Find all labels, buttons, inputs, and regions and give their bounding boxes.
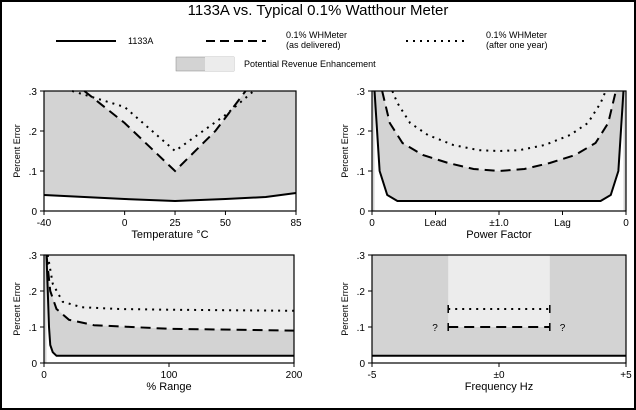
chart2-dot-line xyxy=(391,90,607,153)
chart1-x-axis-title: Temperature °C xyxy=(131,229,208,241)
chart3-x-tick-label: 100 xyxy=(161,370,178,381)
chart-title: 1133A vs. Typical 0.1% Watthour Meter xyxy=(187,2,449,19)
chart1-dot-line xyxy=(71,90,255,153)
chart1-y-tick-label: .3 xyxy=(29,87,38,98)
chart4-y-axis-title: Percent Error xyxy=(340,282,350,336)
chart2-dash-line xyxy=(381,90,617,173)
chart1-x-tick-label: -40 xyxy=(37,218,52,229)
chart1-y-axis-title: Percent Error xyxy=(12,124,22,178)
chart4-question-mark-right: ? xyxy=(560,323,566,334)
chart4-x-tick-label: +5 xyxy=(620,370,632,381)
chart2-y-tick-label: .1 xyxy=(357,167,366,178)
legend-solid-label: 1133A xyxy=(128,36,153,46)
chart3-y-tick-label: 0 xyxy=(31,359,37,370)
chart3-light-region xyxy=(46,255,294,331)
chart4-white-region xyxy=(372,355,626,363)
chart2-y-tick-label: 0 xyxy=(359,207,365,218)
chart2-x-tick-label: 0 xyxy=(623,218,629,229)
chart1-x-tick-label: 0 xyxy=(122,218,128,229)
chart1-plot-frame xyxy=(43,90,297,212)
chart4-y-tick-label: .2 xyxy=(357,287,366,298)
legend-band-swatch-light xyxy=(205,57,234,71)
chart4-question-mark-left: ? xyxy=(432,323,438,334)
legend-band-label: Potential Revenue Enhancement xyxy=(244,59,376,69)
chart2-y-axis-title: Percent Error xyxy=(340,124,350,178)
legend-dash-label-1: 0.1% WHMeter xyxy=(286,30,347,40)
legend: 1133A 0.1% WHMeter (as delivered) 0.1% W… xyxy=(56,30,548,72)
chart2-x-tick-label: Lag xyxy=(554,218,571,229)
chart1-x-tick-label: 25 xyxy=(169,218,181,229)
chart2-x-tick-label: ±1.0 xyxy=(489,218,509,229)
chart1-y-tick-label: .2 xyxy=(29,127,38,138)
chart2-x-axis-title: Power Factor xyxy=(466,229,532,241)
legend-dot-label-2: (after one year) xyxy=(486,40,548,50)
chart1-solid-line xyxy=(43,192,297,203)
chart2-x-tick-label: Lead xyxy=(424,218,446,229)
chart3-dot-line xyxy=(46,254,295,312)
chart3-x-tick-label: 0 xyxy=(41,370,47,381)
chart4-y-tick-label: .1 xyxy=(357,323,366,334)
chart3-y-tick-label: .1 xyxy=(29,323,38,334)
chart3-y-tick-label: .2 xyxy=(29,287,38,298)
chart4-x-tick-label: -5 xyxy=(368,370,377,381)
chart4-x-axis-title: Frequency Hz xyxy=(465,381,533,393)
legend-dot-label-1: 0.1% WHMeter xyxy=(486,30,547,40)
chart4-light-region xyxy=(448,255,550,327)
chart1-white-region xyxy=(44,193,296,211)
chart4-y-tick-label: 0 xyxy=(359,359,365,370)
chart1-y-tick-label: .1 xyxy=(29,167,38,178)
chart3-y-axis-title: Percent Error xyxy=(12,282,22,336)
chart2-y-tick-label: .2 xyxy=(357,127,366,138)
chart2-y-tick-label: .3 xyxy=(357,87,366,98)
chart2-solid-line xyxy=(373,90,625,202)
chart2-light-region xyxy=(382,91,616,171)
chart1-y-tick-label: 0 xyxy=(31,207,37,218)
chart3-dash-line xyxy=(45,254,295,332)
chart2-x-tick-label: 0 xyxy=(369,218,375,229)
legend-dash-label-2: (as delivered) xyxy=(286,40,341,50)
chart3-solid-line xyxy=(45,254,294,357)
chart3-x-axis-title: % Range xyxy=(146,381,191,393)
chart1-x-tick-label: 85 xyxy=(290,218,302,229)
chart1-light-region xyxy=(84,91,246,171)
chart3-y-tick-label: .3 xyxy=(29,251,38,262)
chart1-dash-line xyxy=(83,90,247,173)
chart1-x-tick-label: 50 xyxy=(220,218,232,229)
chart3-x-tick-label: 200 xyxy=(286,370,303,381)
chart4-y-tick-label: .3 xyxy=(357,251,366,262)
chart4-x-tick-label: ±0 xyxy=(493,370,504,381)
